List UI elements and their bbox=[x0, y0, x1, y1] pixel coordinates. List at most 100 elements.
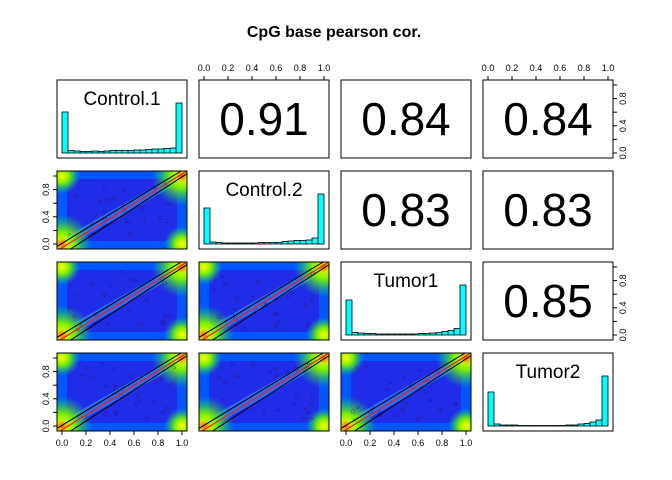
contour-mark bbox=[428, 398, 432, 403]
panel-grid: Control.1 0.91 0.84 0.84 Control.2 0.83 0.83 Tu… bbox=[41, 63, 628, 448]
contour-mark bbox=[104, 384, 108, 389]
histogram-bar bbox=[73, 150, 81, 154]
histogram-bar bbox=[589, 421, 597, 427]
contour-mark bbox=[303, 302, 307, 307]
histogram-bar bbox=[441, 331, 449, 336]
contour-mark bbox=[437, 408, 443, 413]
histogram-bar bbox=[127, 150, 135, 154]
histogram-bar bbox=[227, 242, 235, 245]
correlation-value: 0.83 bbox=[503, 184, 593, 236]
histogram-bar bbox=[275, 242, 283, 245]
axis-tick-label: 0.0 bbox=[482, 63, 495, 73]
histogram-bar bbox=[151, 148, 159, 154]
histogram-bar bbox=[583, 423, 591, 427]
histogram-bar bbox=[61, 111, 69, 154]
histogram-bar bbox=[263, 242, 271, 245]
bottom-axis-col3: 0.0 0.2 0.4 0.6 0.8 1.0 bbox=[340, 430, 473, 448]
axis-tick-label: 0.4 bbox=[388, 438, 401, 448]
contour-mark bbox=[300, 406, 305, 411]
top-axis-col4: 0.0 0.2 0.4 0.6 0.8 1.0 bbox=[482, 63, 614, 81]
contour-mark bbox=[109, 283, 113, 288]
contour-mark bbox=[135, 393, 140, 398]
contour-mark bbox=[364, 365, 368, 369]
contour-mark bbox=[145, 416, 150, 421]
histogram-bar bbox=[369, 333, 377, 336]
histogram-bar bbox=[269, 242, 277, 245]
contour-mark bbox=[377, 411, 383, 417]
contour-mark bbox=[272, 311, 277, 317]
contour-mark bbox=[293, 366, 299, 372]
contour-mark bbox=[400, 407, 405, 412]
axis-tick-label: 0.2 bbox=[364, 438, 377, 448]
histogram-bar bbox=[571, 424, 579, 427]
panel-r3-c1 bbox=[56, 261, 188, 341]
variable-label-4: Tumor2 bbox=[516, 362, 581, 383]
axis-tick-label: 0.4 bbox=[618, 302, 628, 315]
histogram-bar bbox=[423, 333, 431, 336]
regression-line bbox=[201, 262, 329, 340]
histogram-bar bbox=[559, 425, 567, 427]
contour-mark bbox=[222, 380, 227, 385]
contour-mark bbox=[230, 312, 235, 316]
contour-mark bbox=[369, 404, 374, 409]
contour-mark bbox=[405, 401, 409, 406]
histogram-bar bbox=[97, 151, 105, 154]
contour-mark bbox=[79, 323, 83, 327]
reference-line-lower bbox=[211, 264, 329, 340]
histogram-bar bbox=[499, 424, 507, 427]
density-hotspot bbox=[57, 353, 80, 376]
panel-frame bbox=[340, 261, 472, 341]
contour-mark bbox=[101, 222, 107, 227]
contour-mark bbox=[102, 188, 106, 192]
axis-tick-label: 0.4 bbox=[246, 63, 259, 73]
histogram-bar bbox=[399, 333, 407, 336]
axis-tick-label: 0.4 bbox=[41, 393, 51, 406]
axis-tick-label: 0.0 bbox=[618, 329, 628, 342]
histogram-bar bbox=[393, 333, 401, 336]
contour-mark bbox=[251, 294, 255, 298]
axis-tick-label: 0.4 bbox=[104, 438, 117, 448]
contour-mark bbox=[127, 309, 131, 313]
contour-mark bbox=[89, 221, 94, 226]
reference-line-upper bbox=[199, 353, 325, 429]
variable-label-3: Tumor1 bbox=[374, 271, 439, 292]
panel-r1-c3: 0.84 bbox=[340, 79, 472, 159]
histogram-bar bbox=[281, 241, 289, 245]
histogram-bar bbox=[163, 148, 171, 154]
chart-title: CpG base pearson cor. bbox=[247, 24, 421, 41]
contour-mark bbox=[275, 313, 279, 317]
axis-tick-label: 0.0 bbox=[41, 420, 51, 433]
reference-line-lower bbox=[353, 355, 471, 431]
contour-mark bbox=[162, 280, 167, 286]
contour-mark bbox=[85, 366, 89, 370]
histogram-bar bbox=[453, 328, 461, 336]
histogram-bar bbox=[517, 425, 525, 427]
contour-mark bbox=[97, 200, 101, 204]
contour-mark bbox=[153, 193, 158, 197]
contour-mark bbox=[276, 408, 280, 412]
density-hotspot bbox=[164, 408, 187, 431]
contour-mark bbox=[172, 365, 177, 370]
contour-mark bbox=[274, 374, 278, 378]
contour-mark bbox=[88, 374, 94, 379]
contour-mark bbox=[152, 399, 156, 404]
contour-mark bbox=[160, 409, 166, 415]
correlation-value: 0.84 bbox=[503, 93, 593, 145]
histogram-bar bbox=[553, 425, 561, 427]
axis-tick-label: 1.0 bbox=[460, 438, 473, 448]
contour-mark bbox=[68, 285, 72, 288]
contour-mark bbox=[67, 306, 71, 310]
panel-r1-c1: Control.1 bbox=[56, 79, 188, 159]
histogram-bar bbox=[577, 423, 585, 427]
contour-mark bbox=[222, 398, 225, 401]
contour-mark bbox=[73, 194, 78, 199]
histogram-bar bbox=[435, 332, 443, 336]
contour-mark bbox=[310, 402, 313, 406]
contour-mark bbox=[289, 290, 294, 296]
contour-mark bbox=[142, 220, 146, 223]
axis-tick-label: 0.6 bbox=[270, 63, 283, 73]
contour-mark bbox=[422, 389, 428, 395]
bottom-axis-col1: 0.0 0.2 0.4 0.6 0.8 1.0 bbox=[56, 430, 188, 448]
contour-mark bbox=[134, 402, 139, 407]
